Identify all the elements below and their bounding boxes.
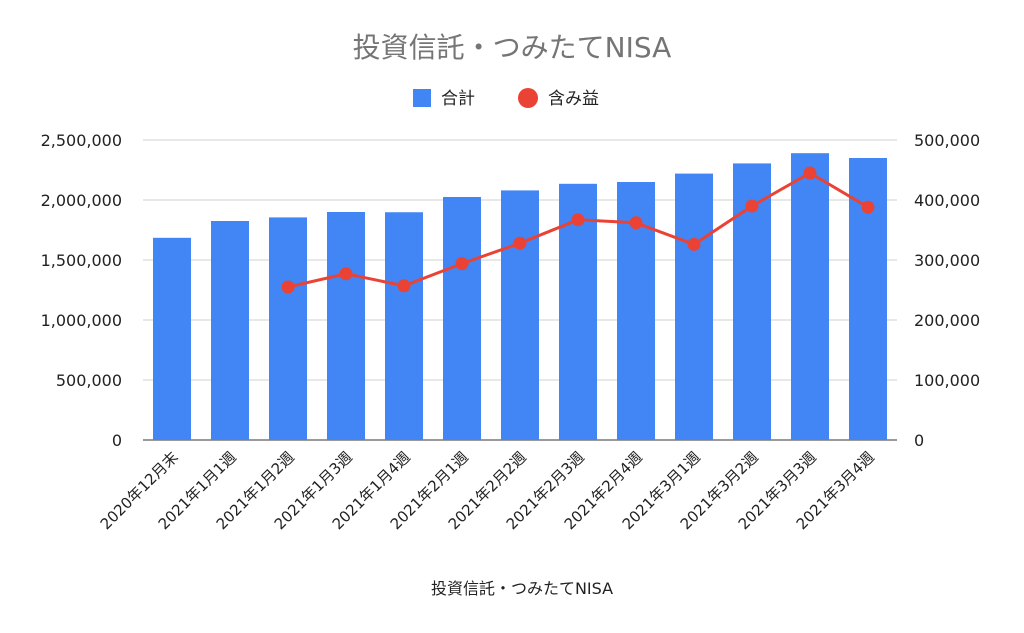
legend-swatch-unrealized-gain [518,88,538,108]
legend-swatch-total [413,89,431,107]
bar [211,221,249,440]
bars [153,153,887,441]
bar [385,212,423,440]
legend: 合計 含み益 [413,88,599,109]
line-point [803,166,817,180]
x-axis: 2020年12月末2021年1月1週2021年1月2週2021年1月3週2021… [97,448,878,533]
line-point [281,280,295,294]
line-point [339,267,353,281]
bar [443,197,481,440]
chart-title: 投資信託・つみたてNISA [353,31,672,64]
line-point [571,213,585,227]
line-point [397,279,411,293]
y-tick-label-right: 400,000 [914,191,980,210]
y-tick-label-left: 2,500,000 [41,131,122,150]
y-tick-label-left: 1,000,000 [41,311,122,330]
bar [269,217,307,440]
y-tick-label-right: 200,000 [914,311,980,330]
y-tick-label-right: 0 [914,431,924,450]
bar [327,212,365,440]
line-point [513,236,527,250]
y-tick-label-left: 0 [112,431,122,450]
y-axis-right: 0 100,000 200,000 300,000 400,000 500,000 [914,131,980,450]
bar [675,173,713,440]
line-series [281,166,875,294]
line-point [745,199,759,213]
line-point [629,216,643,230]
legend-label-total: 合計 [441,89,475,109]
line-point [861,200,875,214]
y-tick-label-left: 2,000,000 [41,191,122,210]
y-tick-label-left: 500,000 [56,371,122,390]
line-point [687,237,701,251]
bar [153,237,191,440]
y-tick-label-right: 100,000 [914,371,980,390]
legend-label-unrealized-gain: 含み益 [548,89,599,109]
y-axis-left: 0 500,000 1,000,000 1,500,000 2,000,000 2,500… [41,131,122,450]
bar [501,190,539,440]
x-axis-label: 投資信託・つみたてNISA [431,579,613,598]
y-tick-label-right: 300,000 [914,251,980,270]
bar [791,153,829,440]
line-point [455,257,469,271]
y-tick-label-right: 500,000 [914,131,980,150]
y-tick-label-left: 1,500,000 [41,251,122,270]
